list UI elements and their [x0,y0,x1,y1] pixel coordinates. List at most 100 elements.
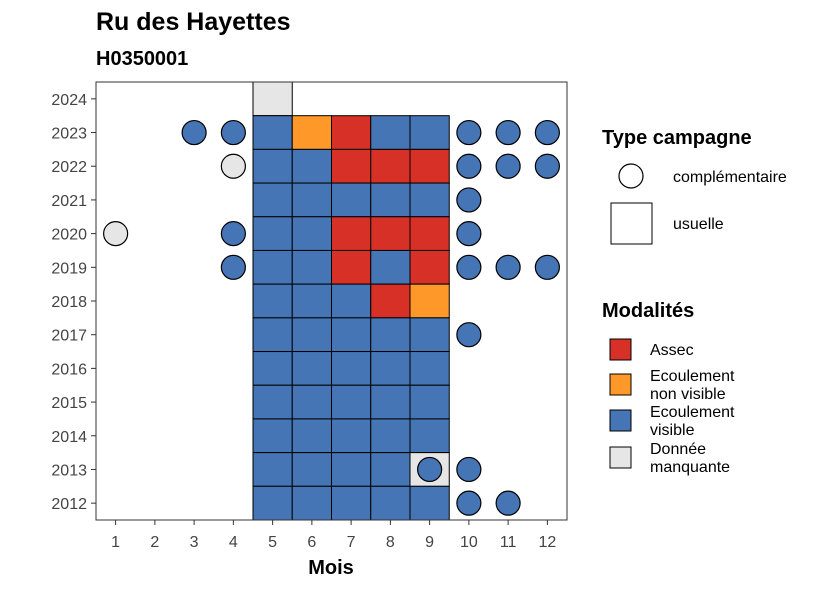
point-2012-10 [456,490,482,516]
cell-2014-9 [409,418,450,454]
cell-2020-6 [291,216,332,251]
cell-2012-7 [331,485,372,521]
cell-2020-5 [252,216,293,251]
cell-2018-7 [331,283,372,319]
x-tick-label-7: 7 [347,534,356,551]
cell-2017-9 [409,317,450,353]
legend-ecoulement_visible-key [609,409,632,432]
legend-donnee_manquante-label: manquante [650,459,730,476]
point-2023-12 [534,119,560,146]
point-2020-10 [456,221,482,247]
y-tick-label-2013: 2013 [51,462,87,479]
cell-2022-7 [331,148,372,184]
x-axis-title: Mois [308,557,354,579]
x-tick-label-9: 9 [425,534,434,551]
cell-2015-9 [409,384,450,420]
cell-2021-7 [331,182,372,218]
cell-2018-5 [252,283,293,319]
x-tick-label-8: 8 [386,534,395,551]
cell-2016-8 [370,351,411,386]
legend-usuelle-label: usuelle [673,216,724,233]
point-2013-10 [456,456,482,483]
cell-2018-8 [370,283,411,319]
cell-2018-9 [409,283,450,319]
y-tick-label-2020: 2020 [51,227,87,244]
cell-2014-5 [252,418,293,454]
cell-2017-5 [252,317,293,353]
y-tick-label-2023: 2023 [51,126,87,143]
legend-type-campagne-title: Type campagne [602,127,752,149]
point-2023-4 [220,119,246,146]
cell-2019-8 [370,249,411,285]
y-axis: 2012 2013 2014 2015 2016 2017 2018 2019 2020 2021… [51,92,96,513]
x-tick-label-12: 12 [538,534,556,551]
cell-2012-6 [291,485,332,521]
cell-2023-7 [331,115,372,150]
x-tick-label-3: 3 [190,534,199,551]
x-axis: 1 2 3 4 5 6 7 8 9 10 11 12 [111,520,556,551]
legend-donnee_manquante-label: Donnée [650,441,706,458]
point-2019-12 [534,254,560,280]
cell-2023-9 [409,115,450,150]
complementaire-points [103,119,560,516]
cell-2012-5 [252,485,293,521]
cell-2021-5 [252,182,293,218]
cell-2023-5 [252,115,293,150]
cell-2021-6 [291,182,332,218]
x-tick-label-6: 6 [307,534,316,551]
point-2019-11 [495,254,521,280]
point-2020-1 [103,221,129,247]
point-2019-4 [220,254,246,280]
legend-ecoulement_non_visible-label: non visible [650,386,726,403]
point-2022-4 [220,153,246,179]
y-tick-label-2024: 2024 [51,92,87,109]
legend-ecoulement_visible-label: visible [650,422,695,439]
cell-2018-6 [291,283,332,319]
cell-2020-7 [331,216,372,251]
cell-2012-9 [409,485,450,521]
legend-usuelle-key [610,202,653,245]
point-2022-10 [456,153,482,179]
cell-2019-7 [331,249,372,285]
cell-2013-7 [331,452,372,487]
y-tick-label-2019: 2019 [51,260,87,277]
y-tick-label-2018: 2018 [51,294,87,311]
y-tick-label-2015: 2015 [51,395,87,412]
legend-ecoulement_visible-label: Ecoulement [650,404,735,421]
cell-2023-6 [291,115,332,150]
cell-2019-6 [291,249,332,285]
y-tick-label-2017: 2017 [51,328,87,345]
cell-2019-9 [409,249,450,285]
cell-2023-8 [370,115,411,150]
cell-2015-8 [370,384,411,420]
cell-2019-5 [252,249,293,285]
cell-2022-5 [252,148,293,184]
legend-complementaire-label: complémentaire [673,169,787,186]
point-2022-12 [534,153,560,179]
cell-2016-5 [252,351,293,386]
cell-2020-9 [409,216,450,251]
legend-donnee_manquante-key [609,446,632,469]
point-2013-9 [417,456,443,483]
cell-2012-8 [370,485,411,521]
point-2019-10 [456,254,482,280]
cell-2022-8 [370,148,411,184]
cell-2016-9 [409,351,450,386]
cell-2013-6 [291,452,332,487]
y-tick-label-2012: 2012 [51,496,87,513]
x-tick-label-4: 4 [229,534,238,551]
cell-2016-7 [331,351,372,386]
point-2021-10 [456,187,482,213]
cell-2021-8 [370,182,411,218]
cell-2015-5 [252,384,293,420]
x-tick-label-10: 10 [460,534,478,551]
cell-2015-7 [331,384,372,420]
cell-2024-5 [252,81,293,117]
usuelle-cells [252,81,450,521]
cell-2014-6 [291,418,332,454]
cell-2014-7 [331,418,372,454]
y-tick-label-2022: 2022 [51,159,87,176]
legend-type-campagne: Type campagne complémentaire usuelle [602,127,787,245]
legend-modalites-title: Modalités [602,300,694,322]
